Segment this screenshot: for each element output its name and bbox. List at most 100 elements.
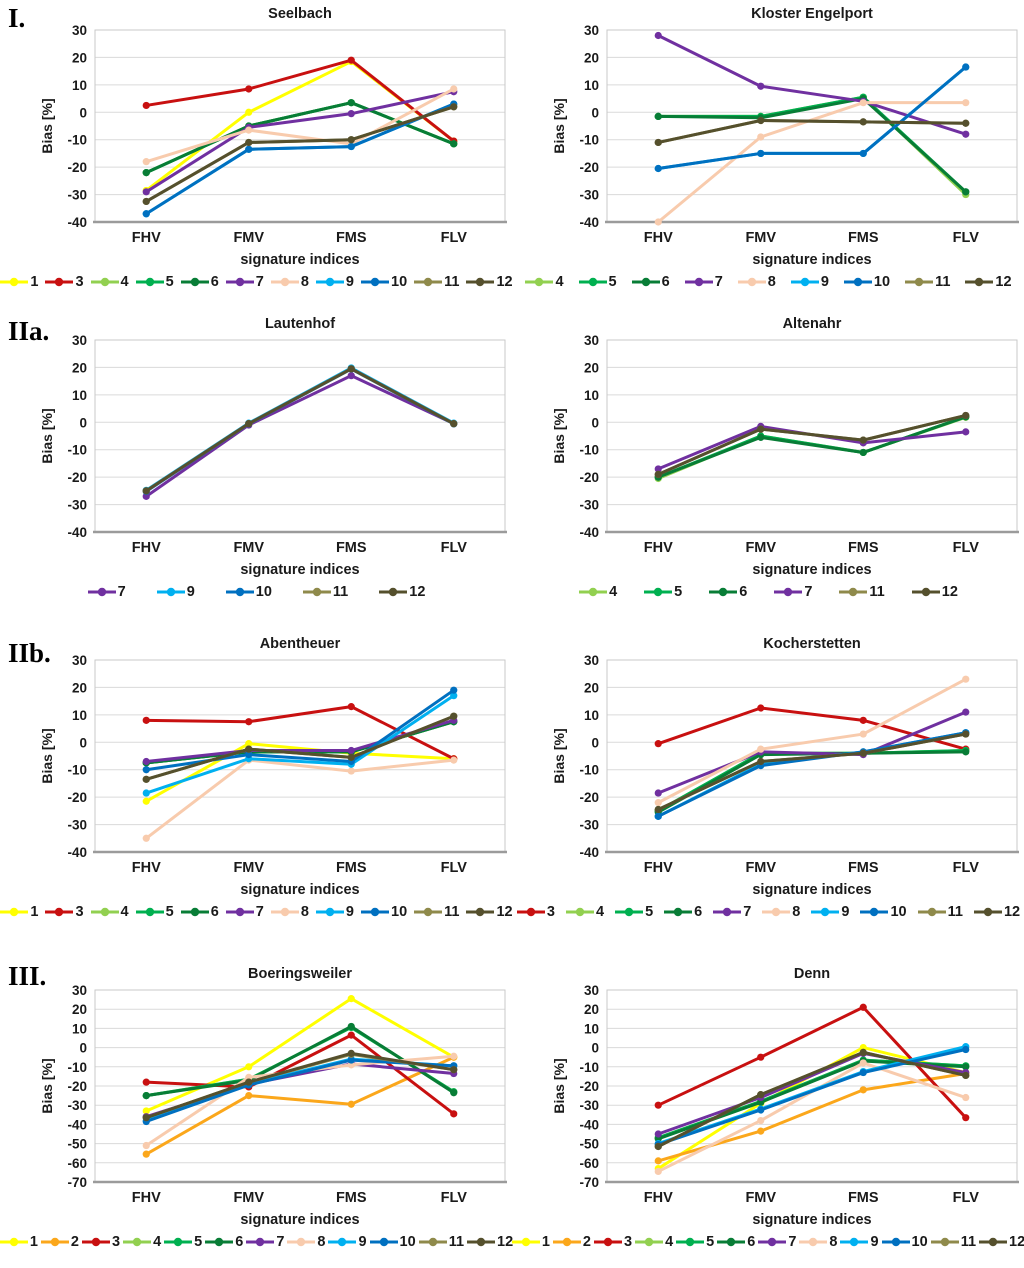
series-marker-6 bbox=[142, 1092, 150, 1100]
svg-text:-10: -10 bbox=[67, 1060, 87, 1075]
series-marker-12 bbox=[347, 1049, 355, 1057]
y-axis-label: Bias [%] bbox=[39, 408, 55, 463]
legend-label: 11 bbox=[332, 584, 349, 600]
legend-label: 6 bbox=[747, 1234, 756, 1250]
legend-swatch-icon bbox=[180, 277, 209, 287]
series-marker-7 bbox=[962, 130, 970, 138]
legend-label: 10 bbox=[399, 1234, 416, 1250]
svg-text:-40: -40 bbox=[67, 1117, 87, 1132]
svg-text:30: 30 bbox=[72, 653, 87, 668]
x-axis-label: signature indices bbox=[752, 562, 871, 578]
svg-text:-70: -70 bbox=[67, 1175, 87, 1190]
legend-label: 2 bbox=[70, 1234, 79, 1250]
series-marker-7 bbox=[654, 31, 662, 40]
svg-text:-10: -10 bbox=[67, 443, 87, 458]
series-line-8 bbox=[144, 87, 456, 164]
legend-label: 11 bbox=[869, 584, 885, 600]
chart-title: Abentheuer bbox=[260, 636, 341, 652]
series-marker-6 bbox=[962, 748, 970, 756]
y-axis-label: Bias [%] bbox=[551, 408, 567, 463]
x-axis-label: signature indices bbox=[752, 252, 871, 268]
svg-text:-20: -20 bbox=[579, 470, 599, 485]
svg-text:10: 10 bbox=[584, 708, 599, 723]
svg-text:-10: -10 bbox=[67, 763, 87, 778]
legend-swatch-icon bbox=[164, 1237, 193, 1247]
series-marker-6 bbox=[347, 99, 355, 107]
svg-text:30: 30 bbox=[584, 653, 599, 668]
legend-swatch-icon bbox=[905, 277, 934, 287]
series-marker-12 bbox=[962, 1071, 970, 1080]
legend-item-12: 12 bbox=[964, 274, 1012, 290]
legend-label: 8 bbox=[767, 274, 776, 290]
series-marker-12 bbox=[450, 103, 458, 111]
chart-svg: Boeringsweiler 30 20 10 0 -10 -20 -30 -40 -50 -60 -… bbox=[39, 966, 507, 1228]
legend-item-4: 4 bbox=[122, 1234, 161, 1250]
legend-label: 4 bbox=[120, 274, 129, 290]
legend-label: 5 bbox=[194, 1234, 203, 1250]
series-marker-8 bbox=[757, 1116, 765, 1125]
svg-text:FMS: FMS bbox=[336, 860, 367, 876]
legend-swatch-icon bbox=[45, 907, 74, 917]
svg-text:FMV: FMV bbox=[745, 1190, 776, 1206]
series-marker-7 bbox=[654, 465, 662, 473]
svg-text:-10: -10 bbox=[67, 133, 87, 148]
legend-label: 7 bbox=[743, 904, 752, 920]
series-line-6 bbox=[656, 750, 968, 814]
legend-swatch-icon bbox=[123, 1237, 152, 1247]
legend-swatch-icon bbox=[552, 1237, 581, 1247]
legend-swatch-icon bbox=[713, 907, 742, 917]
legend-label: 9 bbox=[345, 274, 354, 290]
series-marker-10 bbox=[245, 145, 253, 153]
series-marker-12 bbox=[962, 411, 970, 420]
series-marker-12 bbox=[654, 138, 662, 147]
chart-legend: 4 5 6 7 11 12 bbox=[512, 584, 1024, 600]
svg-text:FMV: FMV bbox=[233, 860, 264, 876]
x-axis-label: signature indices bbox=[240, 1212, 359, 1228]
series-line-5 bbox=[656, 1058, 968, 1140]
svg-text:20: 20 bbox=[72, 50, 87, 65]
series-marker-7 bbox=[347, 746, 355, 755]
svg-text:10: 10 bbox=[72, 708, 87, 723]
series-marker-3 bbox=[859, 716, 867, 724]
legend-item-11: 11 bbox=[904, 274, 950, 290]
legend-label: 4 bbox=[555, 274, 564, 290]
legend-label: 4 bbox=[120, 904, 129, 920]
legend-label: 6 bbox=[235, 1234, 244, 1250]
legend-label: 4 bbox=[595, 904, 605, 920]
series-marker-6 bbox=[347, 1022, 355, 1031]
series-marker-8 bbox=[654, 1167, 662, 1176]
legend-label: 9 bbox=[345, 904, 354, 920]
series-marker-8 bbox=[142, 834, 150, 842]
legend-label: 7 bbox=[255, 274, 264, 290]
series-marker-7 bbox=[347, 110, 355, 118]
series-marker-10 bbox=[859, 1068, 867, 1077]
series-marker-2 bbox=[859, 1086, 867, 1094]
series-marker-6 bbox=[450, 1089, 458, 1097]
legend-item-8: 8 bbox=[737, 274, 776, 290]
legend-swatch-icon bbox=[328, 1237, 357, 1247]
series-marker-9 bbox=[450, 692, 458, 700]
svg-text:FLV: FLV bbox=[441, 230, 468, 246]
series-marker-2 bbox=[245, 1092, 253, 1100]
legend-item-9: 9 bbox=[315, 904, 354, 920]
legend-swatch-icon bbox=[644, 587, 673, 597]
legend-label: 11 bbox=[935, 274, 951, 290]
legend-label: 1 bbox=[30, 274, 39, 290]
legend-swatch-icon bbox=[87, 587, 116, 597]
series-marker-12 bbox=[859, 1048, 867, 1056]
series-marker-3 bbox=[757, 704, 765, 712]
svg-text:-20: -20 bbox=[579, 1079, 599, 1094]
series-marker-3 bbox=[142, 716, 150, 724]
chart-svg: Kocherstetten 30 20 10 0 -10 -20 -30 -40 FHV FMV FM… bbox=[551, 636, 1019, 898]
legend-swatch-icon bbox=[762, 907, 791, 917]
legend-item-9: 9 bbox=[790, 274, 829, 290]
legend-swatch-icon bbox=[973, 907, 1002, 917]
legend-swatch-icon bbox=[860, 907, 889, 917]
svg-text:0: 0 bbox=[79, 415, 87, 430]
chart-title: Seelbach bbox=[268, 6, 332, 22]
series-marker-2 bbox=[347, 1100, 355, 1108]
svg-text:-20: -20 bbox=[67, 470, 87, 485]
series-marker-8 bbox=[450, 85, 458, 93]
